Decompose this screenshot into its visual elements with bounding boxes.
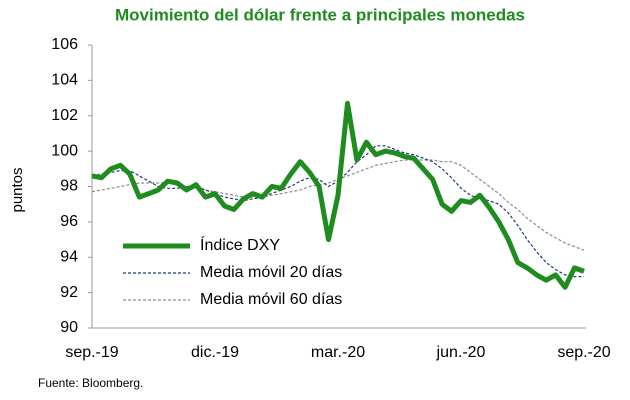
y-tick-label: 106 (51, 36, 78, 53)
legend-label: Media móvil 60 días (200, 291, 342, 308)
y-tick-label: 94 (60, 248, 78, 265)
y-tick-label: 104 (51, 72, 78, 89)
x-tick-label: mar.-20 (311, 344, 365, 361)
x-tick-label: sep.-19 (65, 344, 118, 361)
y-tick-label: 92 (60, 284, 78, 301)
legend-label: Media móvil 20 días (200, 264, 342, 281)
x-tick-label: jun.-20 (436, 344, 486, 361)
y-tick-label: 98 (60, 178, 78, 195)
y-tick-label: 90 (60, 319, 78, 336)
series-line (91, 145, 584, 278)
legend-label: Índice DXY (200, 235, 280, 254)
source-note: Fuente: Bloomberg. (38, 376, 143, 390)
y-tick-label: 100 (51, 142, 78, 159)
series-line (91, 100, 585, 290)
y-tick-label: 102 (51, 107, 78, 124)
y-tick-label: 96 (60, 213, 78, 230)
x-tick-label: sep.-20 (557, 344, 610, 361)
y-axis-label: puntos (9, 167, 26, 212)
x-tick-label: dic.-19 (191, 344, 239, 361)
chart-title: Movimiento del dólar frente a principale… (115, 5, 525, 24)
